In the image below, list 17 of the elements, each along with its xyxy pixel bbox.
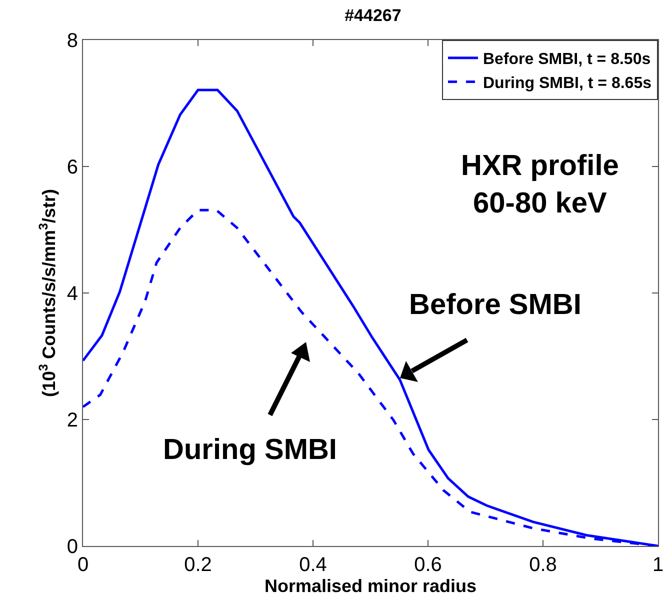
x-tick-label: 0.4 xyxy=(299,554,327,576)
x-tick-label: 0.6 xyxy=(414,554,442,576)
x-tick-label: 1 xyxy=(652,554,664,576)
y-tick-label: 8 xyxy=(66,30,78,52)
y-tick-label: 0 xyxy=(66,536,78,558)
y-tick-label: 4 xyxy=(66,283,78,305)
chart-title: #44267 xyxy=(344,6,402,25)
y-tick-label: 6 xyxy=(66,156,78,178)
x-axis-title: Normalised minor radius xyxy=(264,576,477,596)
legend-label: During SMBI, t = 8.65s xyxy=(483,74,652,92)
annotation: Before SMBI xyxy=(409,289,582,321)
x-tick-label: 0.8 xyxy=(529,554,557,576)
annotation: HXR profile 60-80 keV xyxy=(461,150,619,220)
legend-label: Before SMBI, t = 8.50s xyxy=(483,51,651,68)
x-tick-label: 0.2 xyxy=(184,554,212,576)
annotation: During SMBI xyxy=(163,434,337,466)
y-tick-label: 2 xyxy=(66,410,78,432)
